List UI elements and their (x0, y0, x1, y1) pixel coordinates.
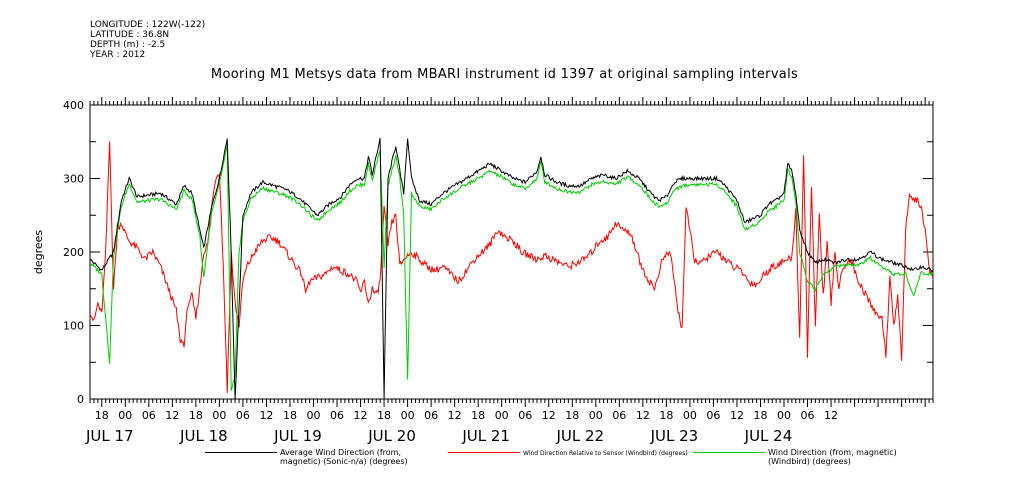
longitude-text: LONGITUDE : 122W(-122) (90, 20, 206, 30)
x-tick-label: 00 (495, 409, 509, 422)
y-tick-label: 400 (63, 99, 84, 112)
legend-label-series-3: Wind Direction (from, magnetic) (Windbir… (768, 448, 897, 466)
x-day-label: JUL 24 (744, 427, 793, 445)
x-tick-label: 12 (259, 409, 273, 422)
x-tick-label: 12 (636, 409, 650, 422)
x-tick-label: 18 (189, 409, 203, 422)
series-line-1 (89, 137, 934, 400)
x-tick-label: 12 (354, 409, 368, 422)
legend-swatch-series-2 (448, 452, 520, 453)
x-day-label: JUL 19 (273, 427, 322, 445)
x-day-label: JUL 21 (461, 427, 510, 445)
x-tick-label: 18 (283, 409, 297, 422)
x-tick-label: 12 (730, 409, 744, 422)
series-line-2 (89, 141, 934, 394)
x-tick-label: 06 (612, 409, 626, 422)
x-tick-label: 18 (377, 409, 391, 422)
x-tick-label: 06 (801, 409, 815, 422)
series-line-3 (89, 144, 934, 391)
x-tick-label: 06 (424, 409, 438, 422)
x-tick-label: 18 (659, 409, 673, 422)
y-tick-label: 300 (63, 173, 84, 186)
x-tick-label: 00 (118, 409, 132, 422)
x-tick-label: 12 (448, 409, 462, 422)
x-day-label: JUL 18 (179, 427, 228, 445)
x-tick-label: 18 (753, 409, 767, 422)
legend-swatch-series-3 (693, 452, 765, 453)
x-day-label: JUL 20 (367, 427, 416, 445)
x-tick-label: 12 (165, 409, 179, 422)
x-tick-label: 06 (142, 409, 156, 422)
series-layer (89, 137, 934, 400)
x-tick-label: 06 (330, 409, 344, 422)
x-tick-label: 06 (236, 409, 250, 422)
x-tick-label: 18 (471, 409, 485, 422)
year-text: YEAR : 2012 (90, 50, 146, 60)
x-tick-label: 00 (589, 409, 603, 422)
x-tick-label: 00 (212, 409, 226, 422)
axes-group (89, 97, 934, 407)
depth-text: DEPTH (m) : -2.5 (90, 40, 166, 50)
x-tick-label: 00 (683, 409, 697, 422)
x-day-label: JUL 17 (85, 427, 134, 445)
latitude-text: LATITUDE : 36.8N (90, 30, 170, 40)
x-tick-label: 00 (306, 409, 320, 422)
x-tick-label: 12 (542, 409, 556, 422)
metadata-block: LONGITUDE : 122W(-122) LATITUDE : 36.8N … (90, 20, 205, 60)
legend-swatch-series-1 (205, 452, 277, 453)
plot-frame (89, 104, 934, 400)
x-tick-label: 06 (518, 409, 532, 422)
x-tick-label: 06 (706, 409, 720, 422)
x-day-label: JUL 23 (650, 427, 699, 445)
x-tick-label: 00 (401, 409, 415, 422)
legend-label-series-2: Wind Direction Relative to Sensor (Windb… (523, 450, 688, 457)
legend-label-series-1: Average Wind Direction (from, magnetic) … (280, 448, 408, 466)
x-tick-label: 12 (824, 409, 838, 422)
y-axis-label: degrees (32, 230, 45, 275)
chart-title: Mooring M1 Metsys data from MBARI instru… (210, 67, 799, 82)
x-tick-label: 00 (777, 409, 791, 422)
x-tick-label: 18 (95, 409, 109, 422)
y-tick-label: 0 (77, 393, 84, 406)
y-tick-label: 100 (63, 320, 84, 333)
labels-layer: 0 100 200 300 400 18 00 06 12 18 00 06 12 18 00 06 12 18 0… (63, 99, 838, 445)
x-tick-label: 18 (565, 409, 579, 422)
x-day-label: JUL 22 (555, 427, 604, 445)
y-tick-label: 200 (63, 246, 84, 259)
